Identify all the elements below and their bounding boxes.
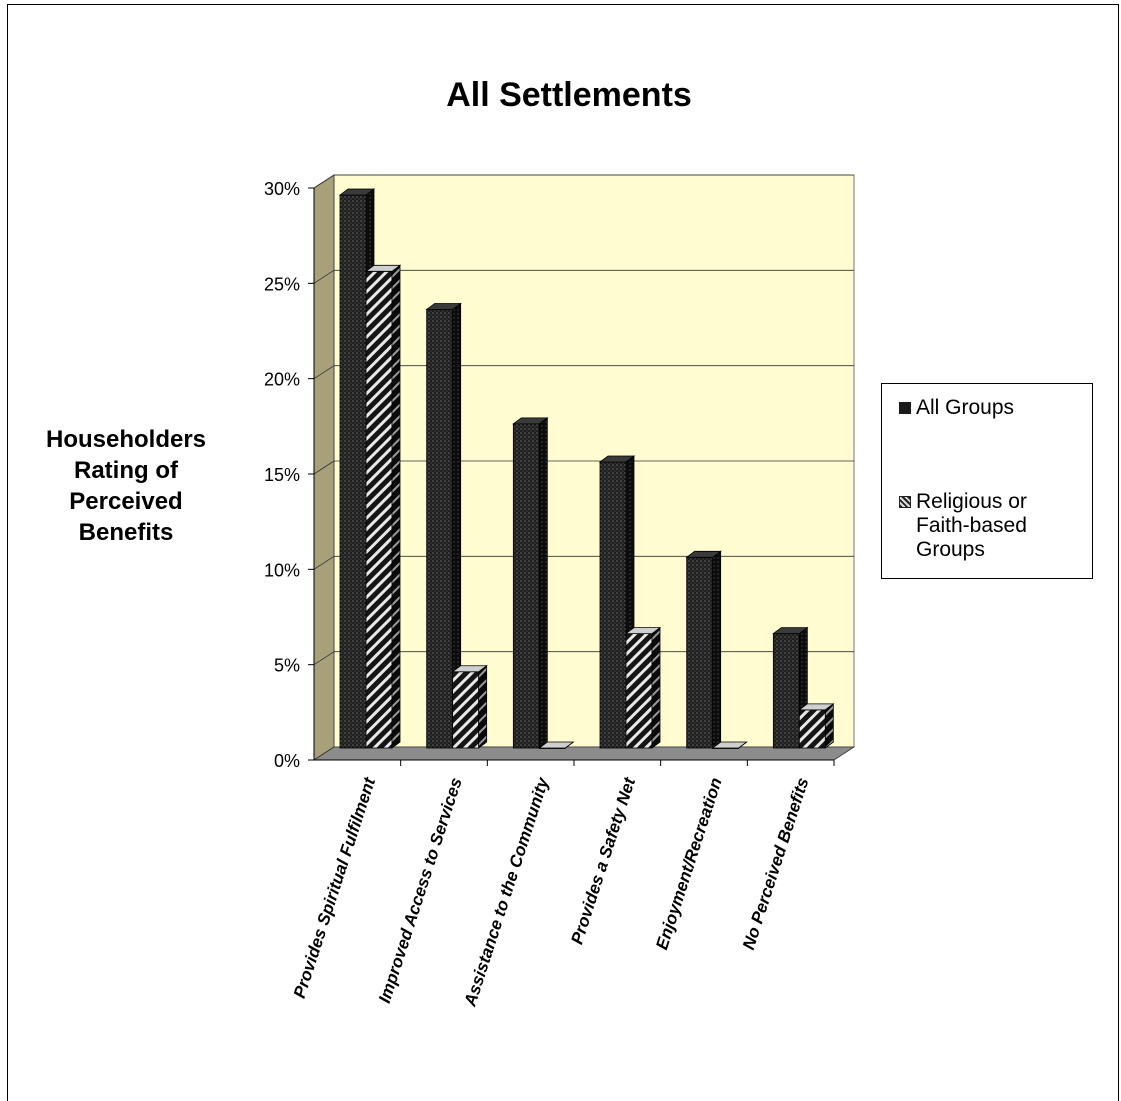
legend-label-religious-line1: Religious or [916, 490, 1027, 513]
gridline-side-3 [313, 460, 335, 475]
gridline-side-1 [313, 651, 335, 666]
bar-religious-or-faith-based-groups-provides-a-safety-net-top [624, 627, 662, 634]
bar-religious-or-faith-based-groups-assistance-to-the-community [538, 741, 575, 749]
bar-all-groups-improved-access-to-services-front [426, 309, 454, 749]
y-axis-label-line-4: Benefits [79, 519, 174, 546]
y-axis-label-line-3: Perceived [69, 488, 182, 515]
chart-frame [7, 4, 1119, 1101]
bar-religious-or-faith-based-groups-improved-access-to-services [451, 664, 488, 749]
bar-religious-or-faith-based-groups-no-perceived-benefits [798, 703, 835, 749]
legend-item-religious: Religious or Faith-based Groups [899, 490, 1027, 562]
bar-religious-or-faith-based-groups-provides-a-safety-net [624, 626, 662, 749]
x-tick-label-no-perceived-benefits: No Perceived Benefits [739, 775, 813, 952]
y-tick-label-3: 15% [264, 465, 300, 485]
bar-religious-or-faith-based-groups-provides-spiritual-fulfilment [364, 264, 402, 749]
bar-religious-or-faith-based-groups-improved-access-to-services-top [451, 665, 488, 673]
gridline-side-4 [313, 365, 335, 380]
legend-swatch-religious [899, 496, 911, 508]
x-tick-label-improved-access-to-services: Improved Access to Services [375, 775, 466, 1005]
y-tick-label-5: 25% [264, 274, 300, 294]
gridline-side-6 [313, 174, 335, 189]
legend-label-all-groups: All Groups [916, 396, 1015, 419]
bar-religious-or-faith-based-groups-provides-spiritual-fulfilment-top [364, 264, 402, 272]
bar-all-groups-enjoyment-recreation [685, 550, 722, 749]
gridline-side-5 [313, 269, 335, 284]
bar-all-groups-assistance-to-the-community-side [538, 417, 548, 749]
bar-religious-or-faith-based-groups-improved-access-to-services-side [478, 664, 488, 749]
x-tick-label-enjoyment-recreation: Enjoyment/Recreation [652, 775, 726, 952]
legend-swatch-all-groups [899, 402, 911, 414]
bar-all-groups-provides-spiritual-fulfilment-top [338, 188, 376, 196]
bar-religious-or-faith-based-groups-no-perceived-benefits-front [798, 709, 826, 749]
y-axis-label-line-1: Householders [46, 426, 206, 453]
y-tick-label-4: 20% [264, 370, 300, 390]
bar-religious-or-faith-based-groups-assistance-to-the-community-top [538, 741, 575, 749]
bar-all-groups-no-perceived-benefits-front [772, 633, 800, 749]
bar-religious-or-faith-based-groups-provides-a-safety-net-side [651, 626, 661, 749]
x-tick-label-assistance-to-the-community: Assistance to the Community [460, 774, 553, 1010]
bar-religious-or-faith-based-groups-provides-a-safety-net-front [625, 633, 653, 749]
bar-religious-or-faith-based-groups-improved-access-to-services-front [452, 671, 480, 749]
y-tick-label-1: 5% [274, 656, 300, 676]
y-tick-label-0: 0% [274, 751, 300, 771]
bar-all-groups-assistance-to-the-community [512, 417, 549, 749]
bar-all-groups-enjoyment-recreation-side [712, 550, 722, 749]
x-tick-label-provides-spiritual-fulfilment: Provides Spiritual Fulfilment [290, 774, 380, 1000]
legend: All Groups Religious or Faith-based Grou… [881, 383, 1093, 579]
bar-religious-or-faith-based-groups-no-perceived-benefits-side [824, 703, 834, 749]
legend-item-all-groups: All Groups [899, 396, 1015, 420]
bar-all-groups-no-perceived-benefits-top [772, 627, 809, 634]
chart-title: All Settlements [446, 76, 692, 114]
bar-all-groups-provides-a-safety-net-top [598, 455, 636, 463]
bar-religious-or-faith-based-groups-provides-spiritual-fulfilment-front [365, 270, 393, 749]
x-tick-label-provides-a-safety-net: Provides a Safety Net [567, 774, 639, 946]
gridline-side-2 [313, 555, 335, 570]
bar-all-groups-enjoyment-recreation-top [685, 550, 722, 558]
bar-all-groups-improved-access-to-services [425, 302, 462, 749]
y-tick-label-6: 30% [264, 179, 300, 199]
plot-floor [312, 746, 856, 761]
legend-label-religious-line3: Groups [916, 538, 985, 561]
bar-religious-or-faith-based-groups-enjoyment-recreation-top [711, 741, 748, 749]
bar-all-groups-provides-a-safety-net-front [599, 461, 627, 749]
bar-all-groups-improved-access-to-services-top [425, 303, 462, 310]
bar-all-groups-assistance-to-the-community-top [512, 417, 549, 425]
y-tick-label-2: 10% [264, 560, 300, 580]
bar-all-groups-enjoyment-recreation-front [686, 556, 714, 749]
bar-religious-or-faith-based-groups-no-perceived-benefits-top [798, 703, 835, 711]
legend-label-religious-line2: Faith-based [916, 514, 1027, 537]
bar-religious-or-faith-based-groups-provides-spiritual-fulfilment-side [391, 264, 401, 749]
bar-all-groups-assistance-to-the-community-front [512, 423, 540, 749]
bar-religious-or-faith-based-groups-enjoyment-recreation [711, 741, 748, 749]
y-axis-label-line-2: Rating of [74, 457, 179, 484]
bar-all-groups-provides-spiritual-fulfilment-front [339, 194, 367, 749]
